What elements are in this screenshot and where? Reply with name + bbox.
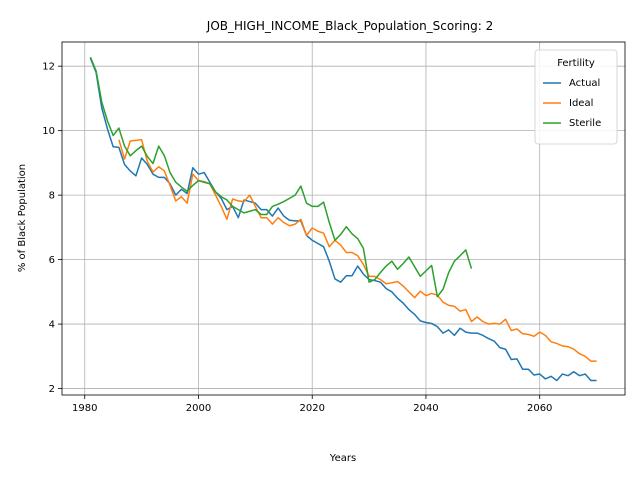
plot-frame [61, 41, 626, 396]
series-line-actual [89, 57, 597, 382]
y-tick-label: 6 [49, 255, 55, 266]
y-tick-label: 12 [42, 62, 55, 73]
series-line-sterile [89, 56, 473, 298]
legend-box [534, 49, 618, 145]
y-axis-label: % of Black Population [17, 164, 28, 272]
legend: Fertility Actual Ideal Sterile [534, 49, 618, 145]
x-tick-label: 2000 [186, 403, 211, 414]
y-tick-label: 10 [42, 126, 55, 137]
series-line-ideal [118, 138, 597, 362]
y-tick-label: 4 [49, 320, 55, 331]
x-axis-ticks: 1980 2000 2020 2040 2060 [72, 395, 552, 414]
x-tick-label: 2020 [299, 403, 324, 414]
y-axis-ticks: 2 4 6 8 10 12 [42, 62, 62, 395]
chart-title: JOB_HIGH_INCOME_Black_Population_Scoring… [206, 19, 493, 33]
legend-label-sterile: Sterile [569, 118, 601, 129]
x-axis-label: Years [329, 453, 356, 464]
y-tick-label: 2 [49, 384, 55, 395]
legend-label-ideal: Ideal [569, 98, 593, 109]
x-tick-label: 2040 [413, 403, 438, 414]
x-tick-label: 2060 [527, 403, 552, 414]
grid-lines [62, 42, 625, 395]
y-tick-label: 8 [49, 191, 55, 202]
legend-label-actual: Actual [569, 78, 600, 89]
series-lines [89, 56, 597, 382]
legend-title: Fertility [557, 58, 595, 69]
x-tick-label: 1980 [72, 403, 97, 414]
